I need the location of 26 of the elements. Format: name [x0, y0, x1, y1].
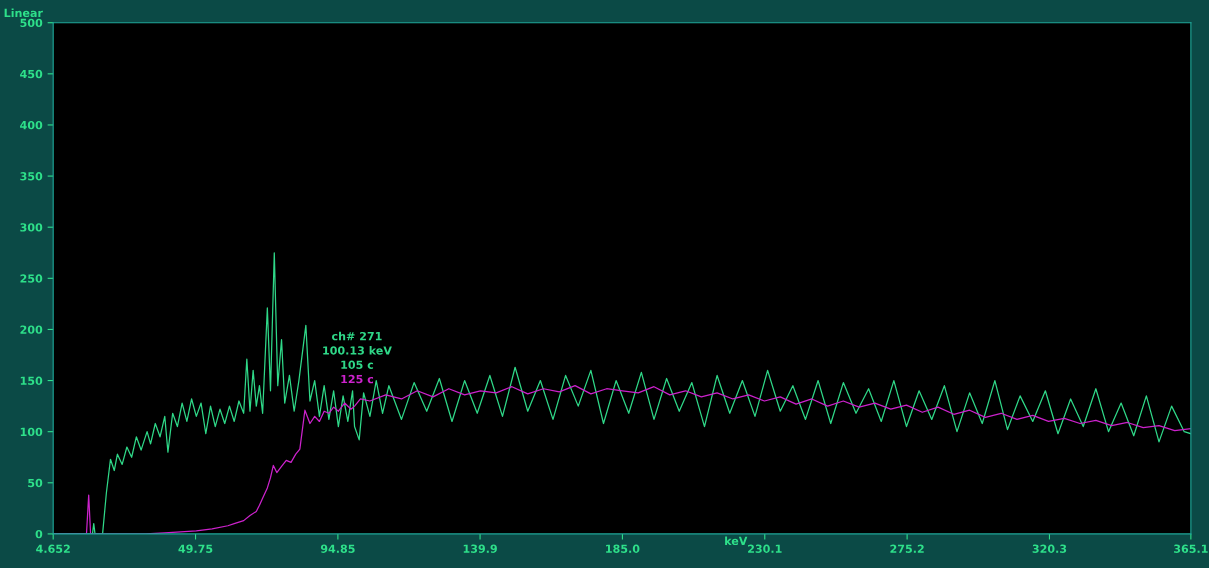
annotation: 125 c — [341, 374, 374, 384]
x-tick-label: 139.9 — [463, 544, 497, 553]
y-tick-label: 400 — [20, 120, 43, 130]
text: Linear — [4, 8, 43, 18]
y-tick-label: 250 — [20, 274, 43, 283]
x-tick-label: 4.652 — [36, 544, 70, 553]
y-tick-label: 150 — [20, 376, 43, 385]
annotation: 100.13 keV — [323, 346, 392, 355]
y-tick-label: 500 — [20, 18, 43, 28]
x-tick-label: 320.3 — [1032, 544, 1067, 553]
x-tick-label: 365.1 — [1174, 544, 1208, 553]
annotation: 105 c — [341, 360, 374, 369]
x-tick-label: 49.75 — [178, 544, 213, 553]
y-tick-label: 50 — [28, 478, 43, 488]
annotation: ch# 271 — [332, 331, 382, 341]
y-tick-label: 0 — [35, 529, 43, 539]
y-tick-label: 100 — [20, 427, 43, 437]
x-axis-title: keV — [725, 536, 748, 546]
x-tick-label: 230.1 — [748, 544, 782, 553]
y-tick-label: 350 — [20, 172, 43, 181]
x-tick-label: 275.2 — [890, 544, 924, 553]
y-tick-label: 200 — [20, 325, 43, 334]
y-tick-label: 450 — [20, 69, 43, 79]
y-tick-label: 300 — [20, 223, 43, 232]
x-tick-label: 94.85 — [320, 544, 355, 553]
x-tick-label: 185.0 — [606, 544, 640, 553]
